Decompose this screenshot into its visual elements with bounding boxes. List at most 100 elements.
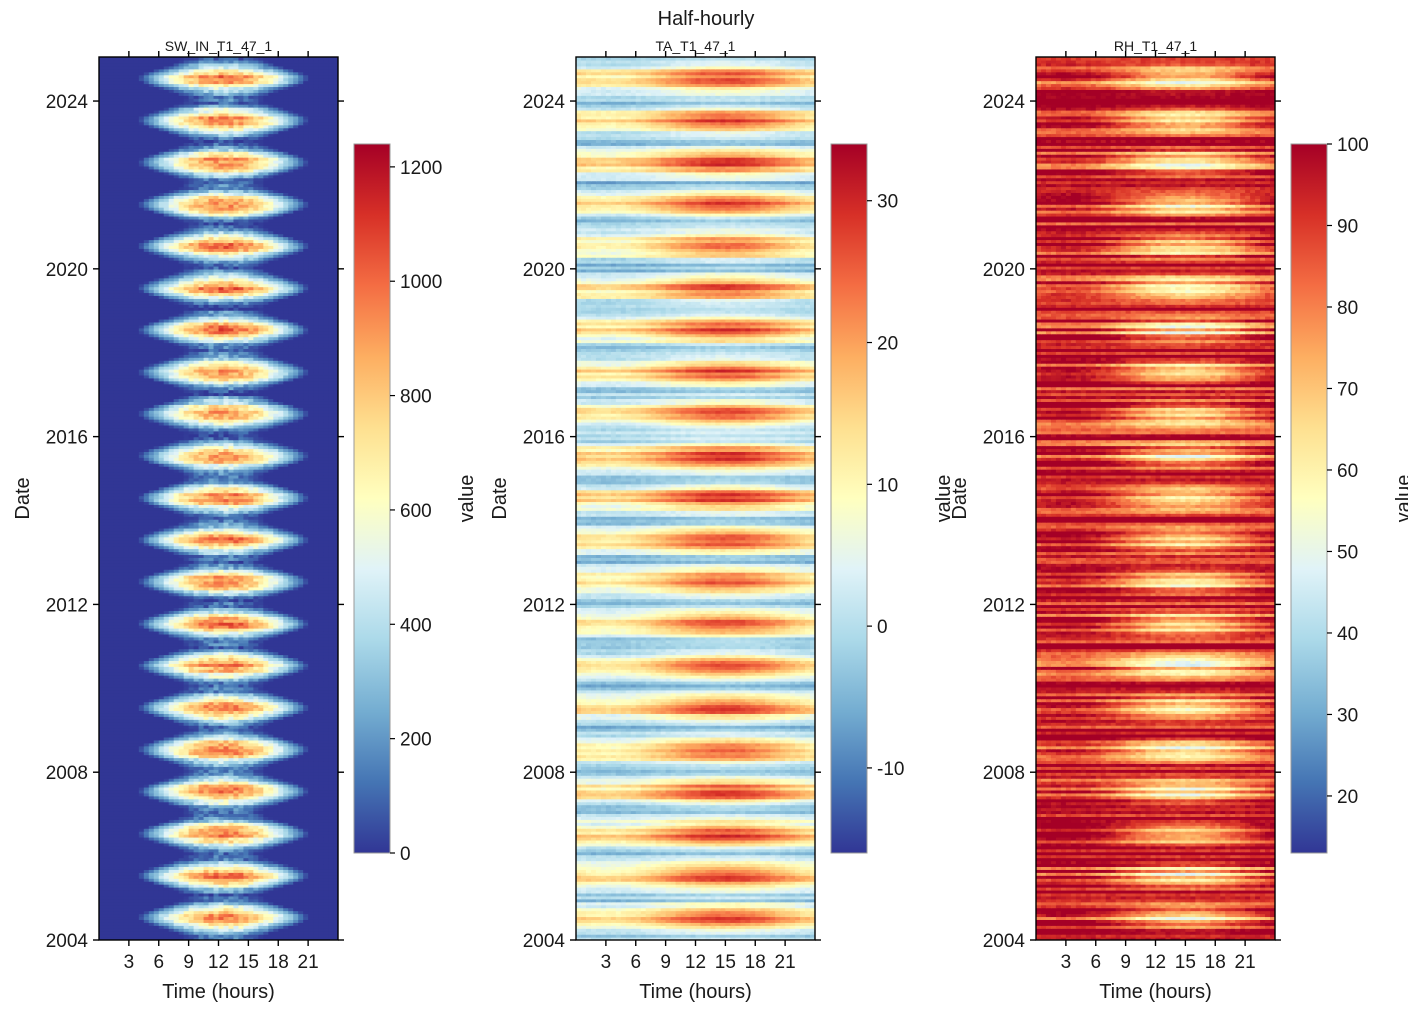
heatmap-cell <box>263 919 269 923</box>
heatmap-cell <box>283 633 289 638</box>
heatmap-cell <box>113 680 120 685</box>
heatmap-cell <box>158 831 165 835</box>
heatmap-cell <box>248 731 254 735</box>
heatmap-cell <box>263 739 269 744</box>
heatmap-cell <box>158 798 165 803</box>
heatmap-cell <box>303 786 309 791</box>
heatmap-cell <box>118 669 125 673</box>
heatmap-cell <box>288 878 294 882</box>
heatmap-cell <box>188 719 195 723</box>
heatmap-cell <box>203 739 210 744</box>
heatmap-cell <box>303 736 309 741</box>
heatmap-cell <box>278 863 284 868</box>
heatmap-cell <box>273 666 279 670</box>
heatmap-cell <box>128 731 135 735</box>
heatmap-cell <box>333 769 338 773</box>
heatmap-cell <box>143 789 150 794</box>
heatmap-cell <box>278 722 284 726</box>
heatmap-cell <box>118 775 125 779</box>
heatmap-cell <box>278 760 284 764</box>
heatmap-cell <box>288 801 294 806</box>
heatmap-cell <box>113 916 120 920</box>
heatmap-cell <box>168 813 175 817</box>
heatmap-cell <box>258 648 264 653</box>
heatmap-cell <box>233 795 240 800</box>
heatmap-cell <box>208 916 215 920</box>
heatmap-cell <box>133 934 140 938</box>
heatmap-cell <box>293 875 299 879</box>
heatmap-cell <box>328 713 334 717</box>
heatmap-cell <box>99 828 105 832</box>
heatmap-cell <box>183 648 190 653</box>
heatmap-cell <box>273 825 279 829</box>
heatmap-cell <box>248 898 254 903</box>
heatmap-cell <box>148 816 155 820</box>
heatmap-cell <box>278 889 284 894</box>
heatmap-cell <box>118 881 125 885</box>
heatmap-cell <box>283 828 289 832</box>
heatmap-cell <box>108 845 115 850</box>
heatmap-cell <box>163 648 170 653</box>
heatmap-cell <box>173 778 180 782</box>
heatmap-cell <box>253 651 259 656</box>
heatmap-cell <box>333 801 338 806</box>
heatmap-cell <box>243 736 249 741</box>
heatmap-cell <box>243 728 249 732</box>
heatmap-cell <box>233 822 240 826</box>
heatmap-cell <box>193 639 200 644</box>
heatmap-cell <box>248 910 254 915</box>
heatmap-cell <box>178 633 185 638</box>
heatmap-cell <box>288 751 294 756</box>
heatmap-cell <box>133 860 140 865</box>
heatmap-cell <box>123 695 130 700</box>
heatmap-cell <box>193 710 200 714</box>
heatmap-cell <box>173 842 180 847</box>
heatmap-cell <box>178 872 185 876</box>
heatmap-cell <box>313 763 319 767</box>
heatmap-cell <box>128 701 135 706</box>
heatmap-cell <box>308 798 314 803</box>
heatmap-cell <box>123 816 130 820</box>
heatmap-cell <box>223 913 230 918</box>
heatmap-cell <box>208 689 215 694</box>
heatmap-cell <box>203 754 210 759</box>
heatmap-cell <box>313 789 319 794</box>
heatmap-cell <box>188 801 195 806</box>
heatmap-cell <box>148 678 155 682</box>
heatmap-cell <box>288 928 294 932</box>
heatmap-cell <box>228 910 235 915</box>
heatmap-cell <box>218 839 225 844</box>
heatmap-cell <box>283 683 289 688</box>
heatmap-cell <box>258 651 264 656</box>
heatmap-cell <box>198 887 205 891</box>
heatmap-cell <box>178 925 185 929</box>
heatmap-cell <box>318 751 324 756</box>
heatmap-cell <box>283 919 289 923</box>
heatmap-cell <box>173 733 180 738</box>
heatmap-cell <box>298 881 304 885</box>
heatmap-cell <box>258 810 264 815</box>
heatmap-cell <box>238 831 244 835</box>
heatmap-cell <box>253 881 259 885</box>
heatmap-cell <box>323 704 329 709</box>
heatmap-cell <box>228 654 235 659</box>
heatmap-cell <box>223 725 230 729</box>
heatmap-cell <box>313 922 319 926</box>
heatmap-cell <box>258 660 264 664</box>
heatmap-cell <box>193 789 200 794</box>
heatmap-cell <box>123 781 130 785</box>
heatmap-cell <box>328 884 334 888</box>
heatmap-cell <box>298 836 304 841</box>
heatmap-cell <box>323 845 329 850</box>
heatmap-cell <box>318 645 324 650</box>
heatmap-cell <box>123 916 130 920</box>
heatmap-cell <box>193 901 200 906</box>
heatmap-cell <box>243 692 249 697</box>
heatmap-cell <box>218 904 225 909</box>
heatmap-cell <box>198 901 205 906</box>
heatmap-cell <box>268 778 274 782</box>
heatmap-cell <box>278 754 284 759</box>
heatmap-cell <box>208 857 215 862</box>
heatmap-cell <box>99 739 105 744</box>
heatmap-cell <box>163 786 170 791</box>
